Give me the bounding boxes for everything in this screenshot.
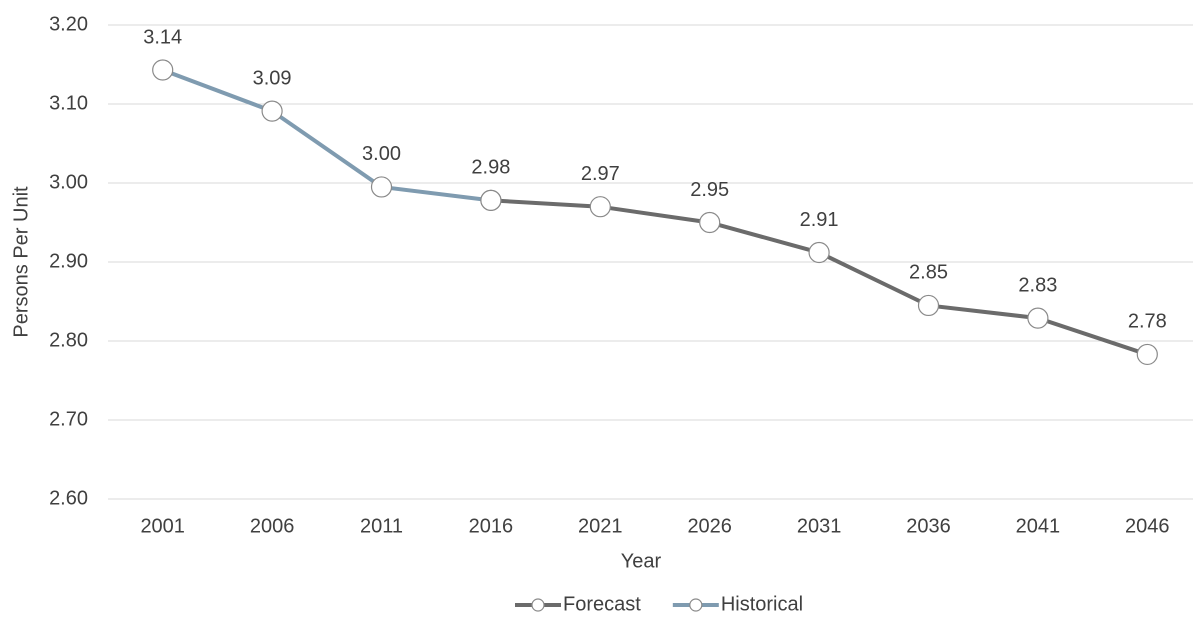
x-tick-label: 2041 [1016, 515, 1061, 537]
series-line [161, 68, 492, 203]
data-label: 2.91 [800, 209, 839, 231]
data-label: 3.09 [253, 67, 292, 89]
point-marker [699, 211, 721, 234]
point-marker [808, 241, 830, 264]
x-tick-label: 2011 [360, 515, 403, 537]
data-label: 2.85 [909, 262, 948, 284]
legend-marker [689, 598, 703, 612]
legend-label: Historical [721, 593, 803, 615]
point-marker [261, 100, 283, 122]
data-label: 2.95 [690, 179, 729, 201]
y-tick-label: 3.00 [49, 171, 88, 193]
y-tick-label: 2.80 [49, 329, 88, 351]
x-tick-label: 2016 [469, 515, 514, 537]
point-marker [1027, 307, 1049, 329]
x-tick-label: 2046 [1125, 515, 1170, 537]
y-tick-label: 2.70 [49, 408, 88, 430]
y-tick-label: 2.60 [49, 487, 88, 509]
point-marker [480, 189, 502, 211]
point-marker [917, 294, 940, 317]
x-tick-label: 2001 [140, 515, 185, 537]
y-tick-label: 2.90 [49, 250, 88, 272]
data-label: 2.98 [471, 157, 510, 179]
x-tick-label: 2036 [906, 515, 951, 537]
point-marker [589, 196, 611, 218]
x-axis-title: Year [621, 550, 662, 572]
legend-label: Forecast [563, 593, 641, 615]
x-tick-label: 2026 [687, 515, 732, 537]
y-tick-label: 3.20 [49, 13, 88, 35]
point-marker [152, 59, 174, 81]
y-axis-title: Persons Per Unit [10, 186, 32, 338]
data-label: 3.14 [143, 26, 182, 48]
data-label: 2.83 [1018, 274, 1057, 296]
legend-marker [531, 598, 545, 612]
point-marker [370, 176, 393, 198]
x-tick-label: 2031 [797, 515, 842, 537]
data-label: 2.78 [1128, 311, 1167, 333]
data-label: 2.97 [581, 163, 620, 185]
y-tick-label: 3.10 [49, 92, 88, 114]
point-marker [1136, 343, 1158, 366]
x-tick-label: 2021 [578, 515, 623, 537]
x-tick-label: 2006 [250, 515, 295, 537]
data-label: 3.00 [362, 143, 401, 165]
